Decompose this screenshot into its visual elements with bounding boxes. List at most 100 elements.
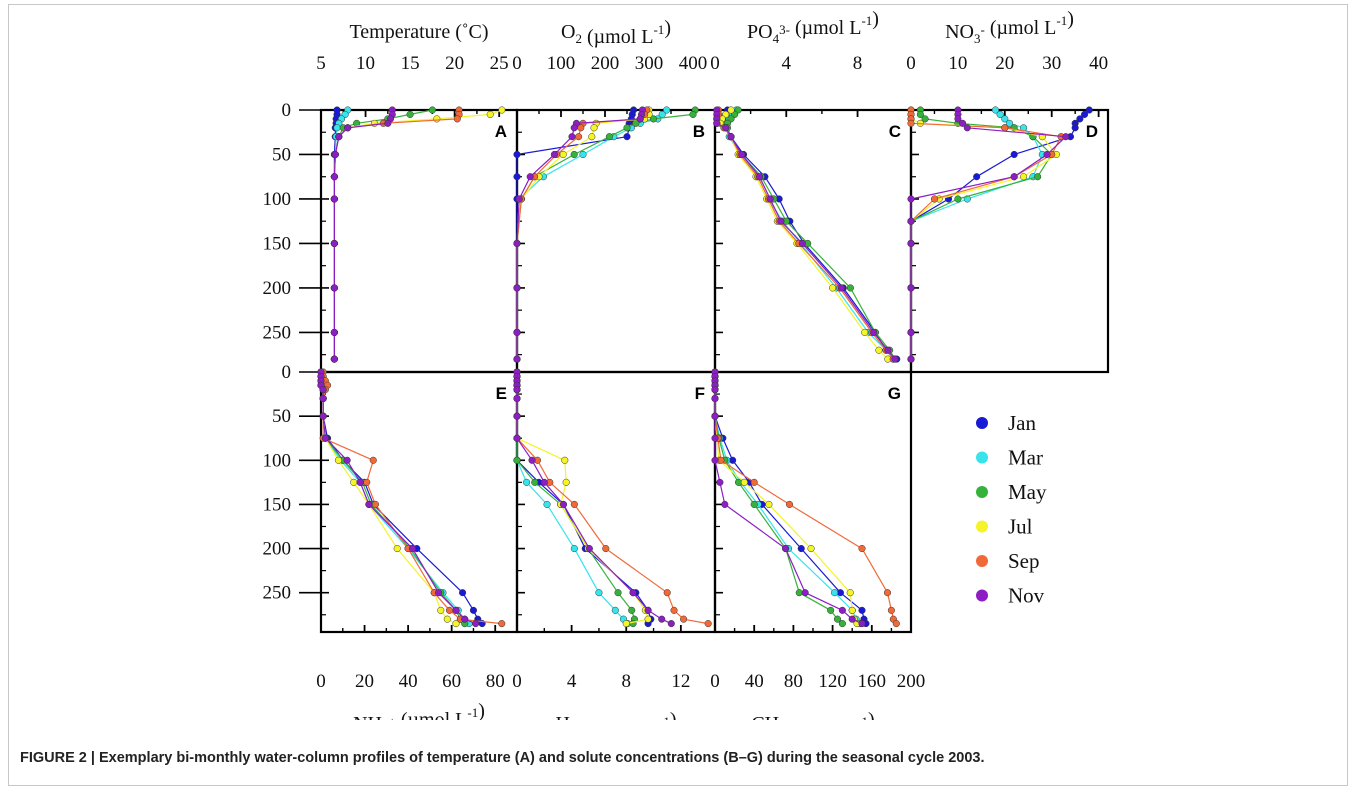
data-point-nov [645,607,652,614]
series-line-sep [323,372,502,624]
series-line-nov [334,110,392,359]
data-point-sep [751,479,758,486]
data-point-jul [808,545,815,552]
data-point-nov [908,196,915,203]
x-tick-label: 80 [784,671,803,692]
y-tick-label: 0 [282,100,292,121]
data-point-nov [1062,133,1069,140]
data-point-sep [454,116,461,123]
legend-label: Jul [1008,515,1033,539]
data-point-jan [624,133,631,140]
series-line-sep [717,110,893,359]
data-point-nov [908,285,915,292]
data-point-nov [322,435,329,442]
data-point-nov [908,240,915,247]
data-point-nov [331,173,338,180]
series-line-jan [724,110,897,359]
data-point-jul [849,607,856,614]
x-tick-label: 200 [591,53,620,74]
data-point-may [796,589,803,596]
data-point-nov [859,620,866,627]
data-point-sep [908,120,915,127]
data-point-nov [908,218,915,225]
data-point-nov [336,133,343,140]
legend-label: Nov [1008,584,1045,608]
x-tick-label: 120 [818,671,847,692]
axis-title: O2 (µmol L-1) [561,17,671,48]
data-point-nov [1044,151,1051,158]
data-point-jul [563,479,570,486]
x-tick-label: 0 [316,671,326,692]
panel-G: 0 40 80 120 160 200 CH4 (µmol L-1) G [710,369,925,720]
y-tick-label: 250 [263,583,292,604]
series-line-jul [517,110,649,359]
legend-marker-sep [976,555,988,567]
data-point-nov [435,589,442,596]
x-tick-label: 4 [782,53,792,74]
data-point-jul [861,329,868,336]
series-line-mar [517,110,667,359]
panel-letter: C [889,122,901,141]
data-point-mar [571,545,578,552]
panel-D: 0 10 20 30 40NO3- (µmol L-1)D [906,8,1108,372]
legend-label: May [1008,480,1047,504]
data-point-sep [888,607,895,614]
data-point-may [606,133,613,140]
data-point-nov [839,607,846,614]
panel-letter: G [888,384,901,403]
data-point-jul [394,545,401,552]
x-tick-label: 40 [399,671,418,692]
data-point-nov [586,545,593,552]
data-point-may [827,607,834,614]
data-point-nov [320,395,327,402]
data-point-nov [514,386,521,393]
data-point-nov [908,329,915,336]
x-tick-label: 0 [512,671,522,692]
data-point-sep [680,616,687,623]
data-point-nov [331,240,338,247]
data-point-jan [729,457,736,464]
data-point-nov [870,329,877,336]
data-point-may [531,479,538,486]
series-line-mar [517,372,628,624]
data-point-nov [331,196,338,203]
legend-marker-nov [976,590,988,602]
x-tick-label: 12 [671,671,690,692]
data-point-jan [514,151,521,158]
data-point-sep [931,196,938,203]
series-line-mar [321,372,469,624]
data-point-nov [712,395,719,402]
data-point-nov [738,151,745,158]
data-point-sep [602,545,609,552]
data-point-jan [1072,124,1079,131]
data-point-jan [470,607,477,614]
x-tick-label: 0 [710,671,720,692]
data-point-jul [847,589,854,596]
data-point-nov [571,124,578,131]
data-point-nov [712,413,719,420]
data-point-nov [514,240,521,247]
data-point-sep [446,607,453,614]
series-line-jan [517,372,651,624]
data-point-nov [908,356,915,363]
x-tick-label: 160 [858,671,887,692]
data-point-sep [370,457,377,464]
data-point-jul [437,607,444,614]
y-tick-label: 150 [263,233,292,254]
data-point-jan [798,545,805,552]
data-point-sep [498,620,505,627]
data-point-may [735,479,742,486]
y-tick-label: 150 [263,494,292,515]
data-point-nov [344,457,351,464]
x-tick-label: 10 [356,53,375,74]
data-point-jul [499,107,506,114]
panel-letter: B [693,122,705,141]
data-point-jul [766,501,773,508]
panel-A: 5 10 15 20 25050100150200250Temperature (˚C)… [263,21,518,372]
x-tick-label: 20 [355,671,374,692]
x-tick-label: 4 [567,671,577,692]
data-point-sep [575,133,582,140]
series-line-may [334,110,432,359]
axis-title: NO3- (µmol L-1) [945,8,1074,46]
data-point-mar [831,589,838,596]
